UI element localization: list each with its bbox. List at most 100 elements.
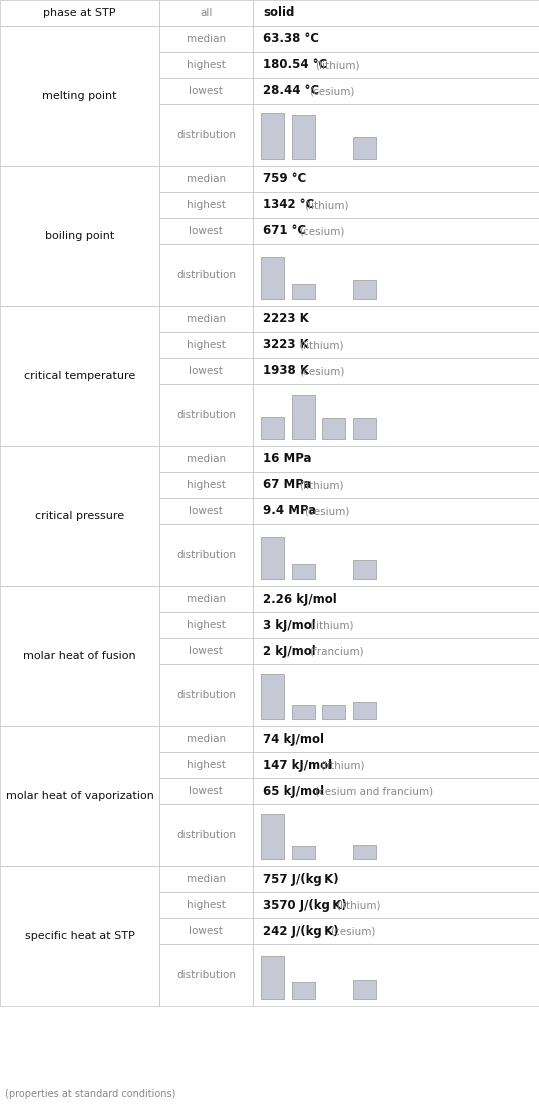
Text: (lithium): (lithium) bbox=[309, 620, 354, 630]
Bar bbox=[159, 472, 253, 498]
Bar bbox=[353, 137, 376, 158]
Text: median: median bbox=[186, 34, 226, 44]
Text: specific heat at STP: specific heat at STP bbox=[25, 932, 134, 941]
Text: 3570 J/(kg K): 3570 J/(kg K) bbox=[264, 898, 347, 912]
Text: 65 kJ/mol: 65 kJ/mol bbox=[264, 785, 324, 798]
Bar bbox=[253, 218, 539, 244]
Text: lowest: lowest bbox=[189, 926, 223, 936]
Text: lowest: lowest bbox=[189, 506, 223, 516]
Text: 242 J/(kg K): 242 J/(kg K) bbox=[264, 925, 339, 937]
Bar bbox=[353, 980, 376, 999]
Text: distribution: distribution bbox=[176, 970, 236, 980]
Text: critical pressure: critical pressure bbox=[35, 511, 124, 520]
Text: distribution: distribution bbox=[176, 550, 236, 560]
Bar bbox=[253, 892, 539, 918]
Bar bbox=[353, 702, 376, 718]
Text: 67 MPa: 67 MPa bbox=[264, 478, 312, 492]
Text: 2.26 kJ/mol: 2.26 kJ/mol bbox=[264, 592, 337, 606]
Text: 2223 K: 2223 K bbox=[264, 313, 309, 326]
Bar bbox=[253, 866, 539, 892]
Bar bbox=[159, 0, 253, 27]
Bar bbox=[261, 417, 284, 439]
Text: (lithium): (lithium) bbox=[315, 60, 360, 70]
Bar bbox=[292, 394, 314, 439]
Text: (lithium): (lithium) bbox=[299, 480, 343, 490]
Bar bbox=[159, 638, 253, 664]
Text: highest: highest bbox=[186, 340, 226, 350]
Bar bbox=[253, 385, 539, 446]
Text: (lithium): (lithium) bbox=[336, 899, 381, 911]
Bar bbox=[159, 27, 253, 52]
Bar bbox=[292, 846, 314, 859]
Bar bbox=[0, 306, 159, 446]
Text: molar heat of fusion: molar heat of fusion bbox=[23, 651, 136, 661]
Bar bbox=[261, 257, 284, 298]
Text: (francium): (francium) bbox=[309, 646, 364, 656]
Bar bbox=[322, 705, 345, 718]
Bar bbox=[253, 586, 539, 612]
Bar bbox=[253, 778, 539, 804]
Bar bbox=[253, 804, 539, 866]
Bar bbox=[159, 306, 253, 332]
Bar bbox=[353, 419, 376, 439]
Text: 9.4 MPa: 9.4 MPa bbox=[264, 505, 316, 517]
Bar bbox=[159, 726, 253, 753]
Bar bbox=[253, 358, 539, 385]
Text: distribution: distribution bbox=[176, 130, 236, 140]
Text: lowest: lowest bbox=[189, 646, 223, 656]
Text: distribution: distribution bbox=[176, 830, 236, 840]
Bar bbox=[292, 564, 314, 579]
Text: lowest: lowest bbox=[189, 366, 223, 376]
Bar bbox=[0, 166, 159, 306]
Bar bbox=[253, 306, 539, 332]
Text: (properties at standard conditions): (properties at standard conditions) bbox=[5, 1090, 175, 1099]
Text: 74 kJ/mol: 74 kJ/mol bbox=[264, 733, 324, 746]
Bar bbox=[253, 104, 539, 166]
Text: 757 J/(kg K): 757 J/(kg K) bbox=[264, 873, 339, 885]
Text: 1938 K: 1938 K bbox=[264, 365, 309, 378]
Text: median: median bbox=[186, 454, 226, 464]
Bar bbox=[253, 244, 539, 306]
Text: (cesium): (cesium) bbox=[309, 86, 355, 96]
Bar bbox=[159, 524, 253, 586]
Text: median: median bbox=[186, 173, 226, 185]
Text: 1342 °C: 1342 °C bbox=[264, 199, 315, 211]
Text: distribution: distribution bbox=[176, 690, 236, 699]
Bar bbox=[253, 664, 539, 726]
Text: 28.44 °C: 28.44 °C bbox=[264, 84, 320, 97]
Text: critical temperature: critical temperature bbox=[24, 371, 135, 381]
Text: (cesium): (cesium) bbox=[299, 227, 344, 236]
Bar bbox=[253, 944, 539, 1006]
Bar bbox=[253, 498, 539, 524]
Bar bbox=[0, 866, 159, 1006]
Bar bbox=[0, 27, 159, 166]
Text: all: all bbox=[200, 8, 212, 18]
Text: (cesium): (cesium) bbox=[299, 366, 344, 376]
Text: (cesium): (cesium) bbox=[330, 926, 376, 936]
Bar bbox=[253, 192, 539, 218]
Text: median: median bbox=[186, 314, 226, 324]
Bar bbox=[253, 726, 539, 753]
Text: distribution: distribution bbox=[176, 410, 236, 420]
Bar bbox=[159, 52, 253, 78]
Bar bbox=[159, 612, 253, 638]
Bar bbox=[0, 726, 159, 866]
Text: lowest: lowest bbox=[189, 786, 223, 796]
Bar bbox=[253, 918, 539, 944]
Bar bbox=[253, 524, 539, 586]
Bar bbox=[292, 115, 314, 158]
Bar bbox=[261, 674, 284, 718]
Bar bbox=[159, 918, 253, 944]
Bar bbox=[253, 166, 539, 192]
Bar bbox=[159, 192, 253, 218]
Text: highest: highest bbox=[186, 480, 226, 490]
Bar bbox=[159, 664, 253, 726]
Bar bbox=[292, 981, 314, 999]
Bar bbox=[261, 814, 284, 859]
Bar bbox=[159, 358, 253, 385]
Bar bbox=[353, 845, 376, 859]
Text: 2 kJ/mol: 2 kJ/mol bbox=[264, 644, 316, 657]
Text: median: median bbox=[186, 734, 226, 744]
Bar bbox=[159, 498, 253, 524]
Bar bbox=[253, 332, 539, 358]
